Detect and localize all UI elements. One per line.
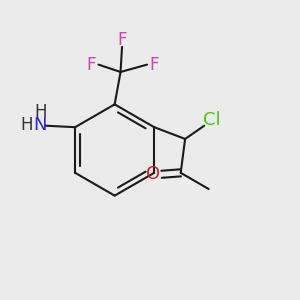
- Text: H: H: [20, 116, 33, 134]
- Text: F: F: [149, 56, 159, 74]
- Text: F: F: [87, 56, 96, 74]
- Text: N: N: [34, 116, 47, 134]
- Text: Cl: Cl: [203, 111, 220, 129]
- Text: F: F: [117, 32, 127, 50]
- Text: O: O: [146, 165, 160, 183]
- Text: H: H: [34, 103, 46, 121]
